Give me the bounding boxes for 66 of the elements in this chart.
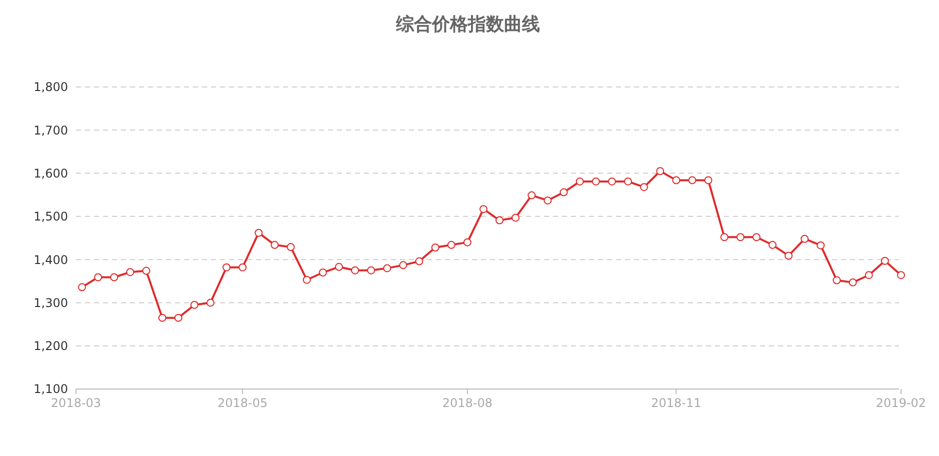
y-tick-label: 1,500 — [34, 210, 68, 224]
point — [94, 273, 102, 282]
point — [463, 238, 472, 246]
point — [174, 314, 182, 322]
point — [270, 240, 279, 249]
point — [286, 243, 295, 252]
y-tick-label: 1,800 — [34, 80, 68, 94]
point — [816, 241, 825, 250]
point — [110, 273, 118, 282]
point — [832, 276, 841, 284]
point — [367, 266, 376, 274]
point — [544, 196, 552, 204]
point — [126, 268, 134, 276]
point — [576, 177, 584, 186]
point — [624, 177, 632, 186]
point — [78, 283, 86, 292]
point — [158, 314, 166, 322]
x-tick-label: 2018-11 — [651, 396, 702, 410]
chart-title: 综合价格指数曲线 — [395, 14, 540, 35]
x-tick-label: 2018-05 — [218, 396, 268, 410]
point — [897, 271, 905, 280]
point — [142, 266, 150, 275]
point — [736, 233, 744, 242]
point — [768, 240, 777, 249]
point — [752, 233, 760, 242]
point — [447, 240, 456, 249]
point — [560, 188, 568, 196]
point — [880, 256, 889, 265]
y-tick-label: 1,100 — [34, 382, 68, 396]
y-tick-label: 1,200 — [34, 339, 68, 354]
y-tick-label: 1,400 — [34, 252, 68, 267]
point — [302, 276, 311, 284]
point — [784, 252, 793, 260]
point — [351, 266, 359, 274]
point — [800, 234, 809, 243]
point — [656, 167, 664, 176]
point — [318, 268, 327, 277]
point — [864, 271, 873, 280]
point — [608, 177, 616, 186]
point — [254, 228, 263, 237]
point — [848, 278, 857, 286]
point — [415, 257, 424, 266]
point — [431, 243, 440, 252]
point — [496, 216, 504, 224]
point — [704, 176, 712, 184]
point — [399, 261, 408, 270]
point — [383, 264, 392, 272]
y-tick-label: 1,600 — [34, 166, 68, 180]
point — [334, 262, 343, 271]
point — [640, 183, 648, 192]
point — [512, 214, 520, 222]
x-tick-label: 2018-08 — [442, 396, 492, 410]
point — [222, 263, 231, 272]
point — [592, 177, 600, 186]
x-tick-label: 2019-02 — [876, 396, 926, 410]
y-tick-label: 1,700 — [34, 123, 68, 138]
point — [479, 205, 488, 214]
point — [688, 176, 696, 184]
x-tick-label: 2018-03 — [50, 396, 102, 410]
point — [528, 191, 536, 200]
point — [720, 233, 728, 242]
point — [238, 263, 247, 272]
point — [206, 298, 214, 307]
point — [190, 300, 198, 309]
point — [672, 176, 680, 184]
y-tick-label: 1,300 — [34, 296, 68, 310]
